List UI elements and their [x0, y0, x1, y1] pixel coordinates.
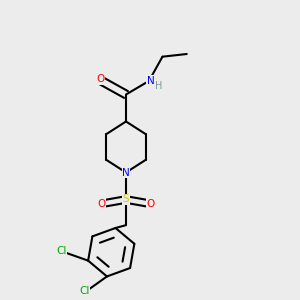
Text: Cl: Cl: [56, 246, 67, 256]
Text: S: S: [123, 194, 129, 205]
Text: H: H: [155, 81, 163, 92]
Text: O: O: [98, 199, 106, 208]
Text: N: N: [147, 76, 154, 86]
Text: O: O: [96, 74, 104, 85]
Text: Cl: Cl: [79, 286, 90, 296]
Text: N: N: [122, 167, 130, 178]
Text: O: O: [146, 199, 154, 208]
